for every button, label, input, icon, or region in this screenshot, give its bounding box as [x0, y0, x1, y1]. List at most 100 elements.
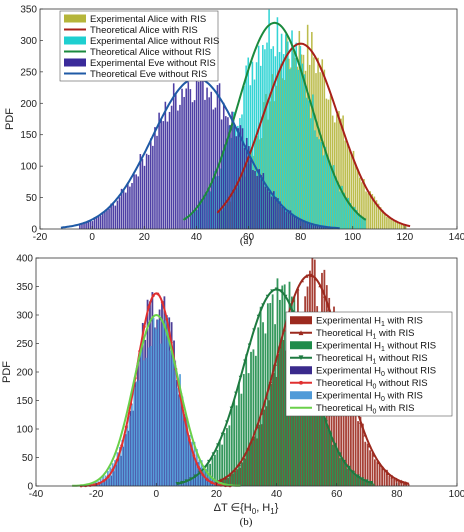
histogram-bar	[81, 223, 83, 229]
histogram-bar	[177, 110, 179, 229]
curve-marker	[291, 298, 295, 302]
histogram-bar	[361, 423, 364, 486]
y-tick-label: 0	[27, 482, 33, 493]
histogram-bar	[357, 421, 359, 486]
histogram-bar	[100, 482, 103, 486]
histogram-bar	[214, 107, 217, 229]
histogram-bar	[256, 175, 258, 229]
curve-marker	[355, 474, 360, 479]
theoretical-curve	[72, 313, 241, 487]
histogram-bar	[210, 91, 213, 229]
histogram-bar	[115, 464, 118, 486]
curve-marker	[377, 460, 381, 465]
histogram-bar	[275, 376, 278, 486]
histogram-bar	[359, 416, 362, 486]
curve-marker	[147, 305, 151, 309]
histogram-bar	[230, 406, 233, 486]
histogram-bar	[335, 176, 337, 229]
histogram-bar	[363, 479, 365, 486]
histogram-bar	[121, 439, 124, 486]
histogram-bar	[150, 345, 153, 486]
histogram-bar	[125, 434, 127, 486]
curve-marker	[372, 452, 377, 457]
curve-marker	[225, 420, 229, 424]
curve-marker	[367, 443, 372, 448]
histogram-bar	[374, 459, 376, 486]
histogram-bar	[247, 373, 250, 486]
histogram-bar	[326, 156, 329, 229]
histogram-bar	[334, 445, 337, 486]
histogram-bar	[227, 477, 230, 486]
curve-marker	[165, 317, 169, 321]
legend-label-pre: Experimental H	[316, 341, 381, 352]
x-tick-label: 40	[271, 489, 283, 500]
curve-marker	[241, 455, 246, 460]
histogram-bar	[373, 196, 376, 229]
histogram-bar	[158, 309, 161, 486]
histogram-bar	[168, 111, 171, 229]
y-tick-label: 250	[20, 67, 37, 78]
x-tick-label: -20	[89, 489, 104, 500]
x-tick-label: 140	[449, 232, 464, 243]
histogram-bar	[372, 483, 375, 486]
curve-marker	[255, 424, 259, 429]
histogram-bar	[379, 207, 382, 229]
histogram-bar	[290, 67, 292, 229]
histogram-bar	[114, 205, 117, 229]
legend-label-post: without RIS	[376, 353, 427, 364]
histogram-bar	[248, 444, 251, 486]
histogram-bar	[349, 203, 352, 229]
histogram-bar	[316, 225, 319, 229]
histogram-bar	[291, 30, 293, 229]
histogram-bar	[98, 483, 101, 486]
histogram-bar	[268, 191, 271, 229]
x-axis-label-b-sub2: 1	[270, 507, 275, 516]
histogram-bar	[211, 457, 214, 486]
curve-marker	[283, 294, 288, 299]
legend-label: Theoretical H1 with RIS	[316, 328, 414, 341]
histogram-bar	[355, 209, 358, 229]
histogram-bar	[162, 121, 165, 229]
x-tick-label: 60	[243, 232, 255, 243]
x-axis-label-b: ΔT ∈{H0, H1}	[214, 502, 279, 516]
histogram-bar	[202, 62, 204, 229]
histogram-bar	[259, 65, 262, 229]
legend-label-post: with RIS	[376, 403, 414, 414]
histogram-bar	[143, 360, 145, 486]
histogram-bar	[343, 192, 345, 229]
histogram-bar	[104, 210, 106, 229]
histogram-bar	[240, 393, 243, 486]
histogram-bar	[151, 292, 154, 486]
curve-marker	[273, 362, 277, 366]
curve-marker	[298, 355, 304, 361]
y-tick-label: 200	[20, 99, 37, 110]
histogram-bar	[131, 403, 133, 486]
y-tick-label: 50	[22, 453, 34, 464]
legend-label-sub: 1	[381, 346, 385, 353]
curve-marker	[346, 466, 351, 470]
x-tick-label: 80	[391, 489, 403, 500]
histogram-bar	[377, 203, 380, 229]
histogram-bar	[324, 146, 327, 229]
curve-marker	[318, 283, 322, 288]
histogram-bar	[366, 443, 369, 486]
histogram-bar	[187, 436, 190, 486]
legend-label: Theoretical Eve without RIS	[90, 69, 207, 80]
histogram-bar	[283, 79, 286, 230]
curve-marker	[328, 432, 333, 437]
legend-label-sub: 1	[373, 334, 377, 341]
histogram-bar	[141, 322, 144, 486]
histogram-bar	[388, 217, 390, 229]
legend-label-post: without RIS	[385, 366, 436, 377]
curve-marker	[193, 474, 198, 479]
y-tick-label: 150	[20, 130, 37, 141]
histogram-bar	[118, 446, 121, 486]
histogram-bar	[322, 410, 325, 486]
histogram-bar	[147, 347, 150, 486]
histogram-bar	[250, 351, 252, 486]
histogram-bar	[185, 417, 187, 486]
curve-marker	[156, 292, 160, 296]
histogram-bar	[277, 198, 279, 229]
histogram-bar	[313, 57, 315, 230]
histogram-bar	[293, 52, 295, 230]
